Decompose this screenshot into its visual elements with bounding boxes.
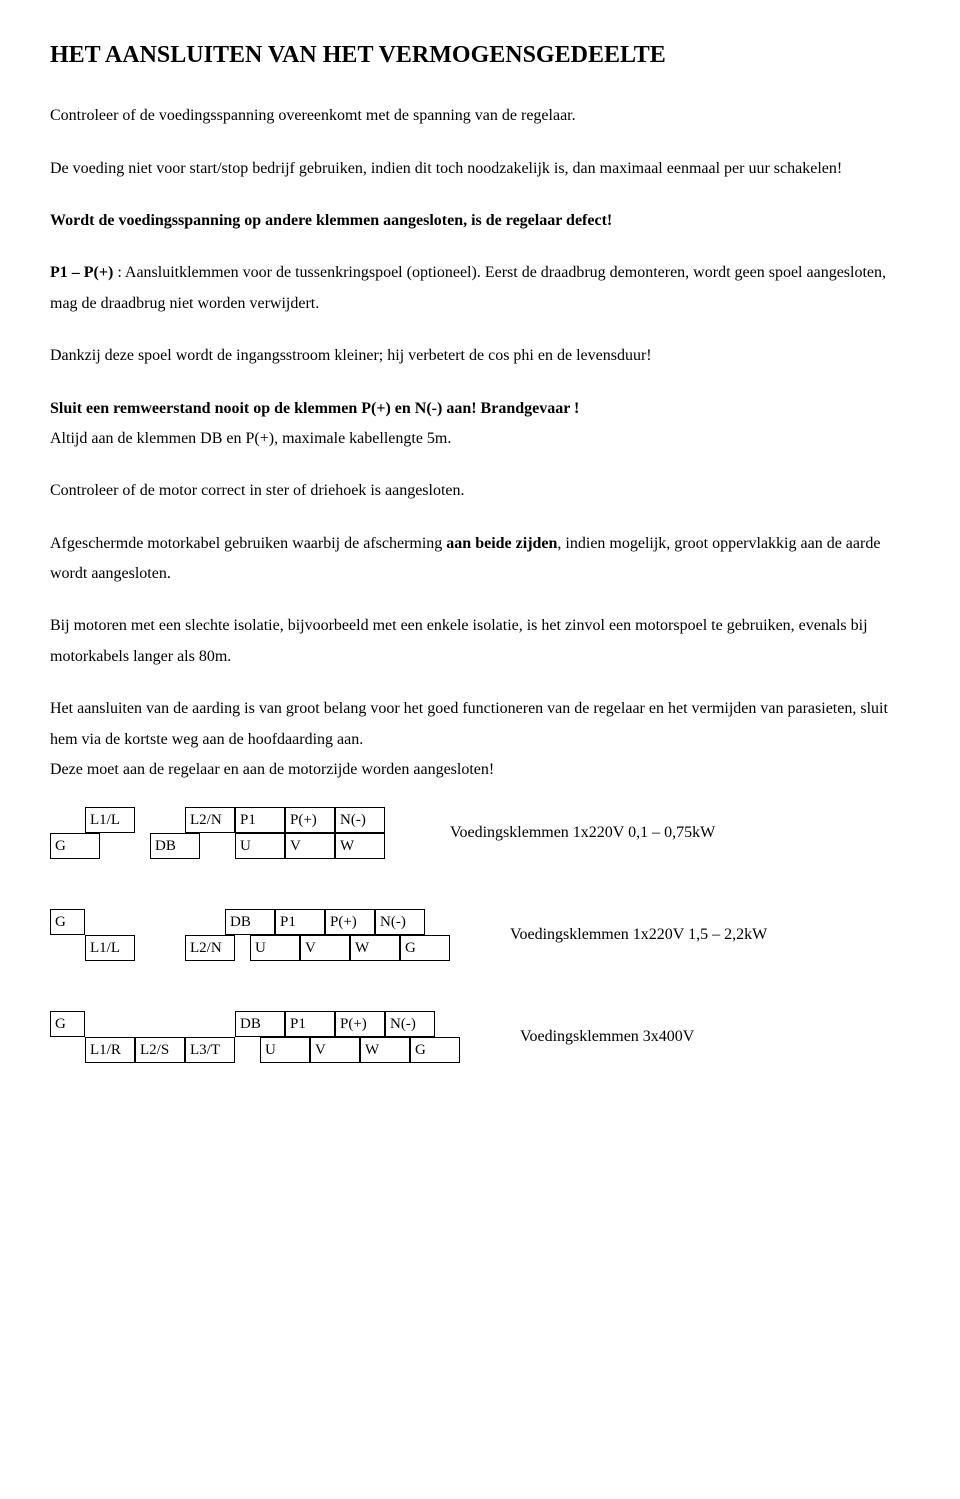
para-4: P1 – P(+) : Aansluitklemmen voor de tuss… <box>50 258 910 319</box>
terminal-cell: U <box>260 1037 310 1063</box>
diagram-label-3: Voedingsklemmen 3x400V <box>520 1022 910 1052</box>
para-10: Bij motoren met een slechte isolatie, bi… <box>50 611 910 672</box>
terminal-cell: DB <box>225 909 275 935</box>
terminal-cell: L2/N <box>185 807 235 833</box>
para-12: Deze moet aan de regelaar en aan de moto… <box>50 755 910 785</box>
terminal-cell: W <box>360 1037 410 1063</box>
terminal-cell: L3/T <box>185 1037 235 1063</box>
terminal-cell: L1/L <box>85 935 135 961</box>
terminal-cell: G <box>410 1037 460 1063</box>
diagram-row-1: L1/L L2/NP1P(+)N(-) G DB UVW Voedingsklemmen… <box>50 807 910 859</box>
terminal-diagram-3: GDBP1P(+)N(-)L1/RL2/SL3/TUVWG <box>50 1011 480 1063</box>
terminal-cell: P(+) <box>325 909 375 935</box>
terminal-cell: W <box>335 833 385 859</box>
terminal-cell: L1/L <box>85 807 135 833</box>
terminal-cell: V <box>310 1037 360 1063</box>
para-8: Controleer of de motor correct in ster o… <box>50 476 910 506</box>
para-4-rest: : Aansluitklemmen voor de tussenkringspo… <box>50 264 886 311</box>
terminal-cell: G <box>50 833 100 859</box>
terminal-cell: DB <box>150 833 200 859</box>
terminal-cell: G <box>400 935 450 961</box>
diagram-label-1: Voedingsklemmen 1x220V 0,1 – 0,75kW <box>450 818 910 848</box>
terminal-cell: N(-) <box>385 1011 435 1037</box>
para-6: Sluit een remweerstand nooit op de klemm… <box>50 394 910 424</box>
terminal-cell: G <box>50 1011 85 1037</box>
para-5: Dankzij deze spoel wordt de ingangsstroo… <box>50 341 910 371</box>
terminal-cell: P1 <box>235 807 285 833</box>
para-2: De voeding niet voor start/stop bedrijf … <box>50 154 910 184</box>
terminal-cell: DB <box>235 1011 285 1037</box>
terminal-cell: P(+) <box>285 807 335 833</box>
para-11: Het aansluiten van de aarding is van gro… <box>50 694 910 755</box>
diagram-row-2: GDBP1P(+)N(-)L1/LL2/NUVWG Voedingsklemme… <box>50 909 910 961</box>
terminal-cell: W <box>350 935 400 961</box>
terminal-cell: U <box>250 935 300 961</box>
terminal-cell: L1/R <box>85 1037 135 1063</box>
terminal-cell: G <box>50 909 85 935</box>
diagram-row-3: GDBP1P(+)N(-)L1/RL2/SL3/TUVWG Voedingskl… <box>50 1011 910 1063</box>
terminal-cell: V <box>300 935 350 961</box>
terminal-cell: P(+) <box>335 1011 385 1037</box>
para-9b: aan beide zijden <box>446 535 557 552</box>
terminal-cell: N(-) <box>375 909 425 935</box>
terminal-cell: P1 <box>285 1011 335 1037</box>
para-3: Wordt de voedingsspanning op andere klem… <box>50 206 910 236</box>
terminal-cell: L2/S <box>135 1037 185 1063</box>
terminal-cell: U <box>235 833 285 859</box>
para-9a: Afgeschermde motorkabel gebruiken waarbi… <box>50 535 446 552</box>
page-title: HET AANSLUITEN VAN HET VERMOGENSGEDEELTE <box>50 40 910 71</box>
terminal-diagram-2: GDBP1P(+)N(-)L1/LL2/NUVWG <box>50 909 470 961</box>
terminal-cell: N(-) <box>335 807 385 833</box>
terminal-diagram-1: L1/L L2/NP1P(+)N(-) G DB UVW <box>50 807 410 859</box>
diagram-label-2: Voedingsklemmen 1x220V 1,5 – 2,2kW <box>510 920 910 950</box>
para-4-bold: P1 – P(+) <box>50 264 113 281</box>
terminal-cell: P1 <box>275 909 325 935</box>
para-1: Controleer of de voedingsspanning overee… <box>50 101 910 131</box>
terminal-cell: V <box>285 833 335 859</box>
para-7: Altijd aan de klemmen DB en P(+), maxima… <box>50 424 910 454</box>
terminal-cell: L2/N <box>185 935 235 961</box>
para-9: Afgeschermde motorkabel gebruiken waarbi… <box>50 529 910 590</box>
